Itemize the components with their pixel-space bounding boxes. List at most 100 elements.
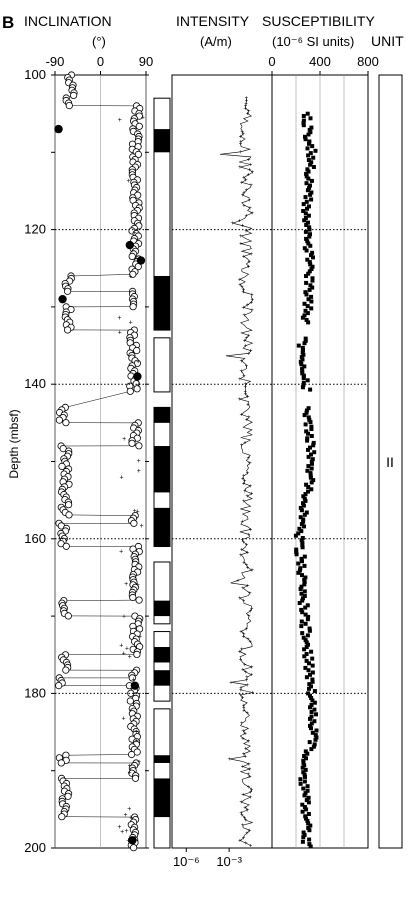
- inclination-point: [130, 844, 138, 852]
- polarity-reversed-zone: [154, 778, 170, 818]
- intensity-point: +: [241, 193, 245, 199]
- susceptibility-point: [304, 658, 309, 663]
- intensity-point: +: [249, 252, 253, 258]
- intensity-point: +: [243, 731, 247, 737]
- intensity-point: +: [247, 785, 251, 791]
- susceptibility-point: [304, 280, 309, 285]
- susceptibility-point: [309, 452, 313, 457]
- inclination-cross-point: +: [118, 117, 122, 124]
- inclination-panel: -90 0 90++++++++++++++++++++++++++++++++++…: [46, 54, 153, 852]
- inclination-cross-point: +: [125, 645, 129, 652]
- inclination-cross-point: +: [135, 729, 139, 736]
- intensity-point: +: [250, 492, 254, 498]
- intensity-point: +: [242, 540, 246, 546]
- intensity-point: +: [240, 647, 244, 653]
- susceptibility-point: [302, 793, 307, 798]
- inclination-filled-point: [54, 124, 63, 134]
- susceptibility-point: [303, 308, 308, 313]
- susceptibility-point: [305, 617, 310, 622]
- susceptibility-point: [299, 584, 304, 589]
- susceptibility-point: [308, 445, 312, 450]
- susceptibility-point: [301, 123, 306, 128]
- susceptibility-point: [313, 733, 318, 738]
- susceptibility-point: [306, 169, 311, 174]
- inclination-point: [126, 387, 134, 395]
- inclination-cross-point: +: [128, 274, 132, 281]
- susceptibility-point: [312, 689, 317, 694]
- susceptibility-point: [301, 786, 306, 791]
- susceptibility-point: [307, 661, 311, 666]
- intensity-point: +: [241, 793, 245, 799]
- inclination-filled-point: [125, 240, 135, 250]
- susceptibility-point: [310, 144, 315, 149]
- intensity-point: +: [246, 772, 250, 778]
- intensity-point: +: [239, 553, 243, 559]
- susceptibility-point: [307, 682, 312, 687]
- inclination-cross-point: +: [140, 523, 144, 530]
- susceptibility-point: [308, 192, 313, 197]
- susceptibility-point: [306, 415, 311, 420]
- inclination-cross-point: +: [128, 654, 132, 661]
- susceptibility-point: [300, 559, 304, 564]
- susceptibility-point: [299, 538, 304, 543]
- susceptibility-point: [304, 798, 309, 803]
- inclination-point: [135, 122, 143, 130]
- intensity-point: +: [244, 747, 248, 753]
- inclination-cross-point: +: [133, 508, 137, 515]
- susceptibility-point: [310, 698, 315, 703]
- inclination-cross-point: +: [129, 320, 133, 327]
- susceptibility-point: [309, 747, 314, 752]
- intensity-point: +: [240, 285, 244, 291]
- intensity-point: +: [246, 637, 250, 643]
- inclination-point: [64, 287, 72, 295]
- intensity-point: +: [245, 418, 249, 424]
- susceptibility-point: [308, 283, 313, 288]
- susceptibility-point: [302, 563, 307, 568]
- intensity-point: +: [248, 591, 252, 597]
- susceptibility-point: [303, 338, 308, 343]
- polarity-reversed-zone: [154, 670, 170, 686]
- intensity-point: +: [249, 163, 253, 169]
- intensity-point: +: [238, 377, 242, 383]
- susceptibility-point: [305, 784, 310, 789]
- susceptibility-point: [307, 842, 312, 847]
- susceptibility-point: [310, 730, 315, 735]
- susceptibility-point: [303, 216, 308, 220]
- inclination-cross-point: +: [119, 474, 123, 481]
- depth-tick-label: 140: [24, 376, 46, 391]
- inclination-point: [133, 346, 141, 355]
- inclination-cross-point: +: [122, 613, 126, 620]
- susceptibility-point: [300, 573, 304, 578]
- susceptibility-point: [310, 285, 315, 290]
- inclination-cross-point: +: [129, 815, 133, 822]
- susceptibility-point: [308, 844, 313, 849]
- inclination-cross-point: +: [119, 642, 123, 649]
- susceptibility-point: [301, 376, 306, 380]
- intensity-point: +: [250, 308, 254, 314]
- susceptibility-point: [302, 594, 307, 598]
- intensity-point: +: [238, 165, 242, 171]
- susceptibility-point: [310, 677, 315, 682]
- susceptibility-point: [314, 728, 319, 733]
- susceptibility-point: [307, 185, 312, 190]
- intensity-point: +: [238, 282, 242, 288]
- susceptibility-point: [302, 364, 307, 369]
- polarity-reversed-zone: [154, 755, 170, 763]
- intensity-point: +: [246, 471, 250, 477]
- inclination-cross-point: +: [136, 382, 140, 389]
- susceptibility-point: [299, 607, 304, 612]
- susceptibility-point: [305, 603, 310, 608]
- susceptibility-point: [302, 832, 307, 837]
- intensity-point: +: [241, 736, 245, 742]
- susceptibility-point: [300, 357, 305, 362]
- intensity-point: +: [250, 665, 254, 671]
- susceptibility-point: [304, 274, 308, 278]
- susceptibility-point: [304, 171, 309, 176]
- susceptibility-point: [302, 763, 307, 768]
- susceptibility-point: [301, 380, 306, 385]
- susceptibility-point: [305, 818, 310, 823]
- susceptibility-point: [306, 642, 310, 647]
- intensity-point: +: [242, 752, 246, 758]
- susceptibility-point: [305, 239, 310, 244]
- susceptibility-point: [306, 800, 311, 805]
